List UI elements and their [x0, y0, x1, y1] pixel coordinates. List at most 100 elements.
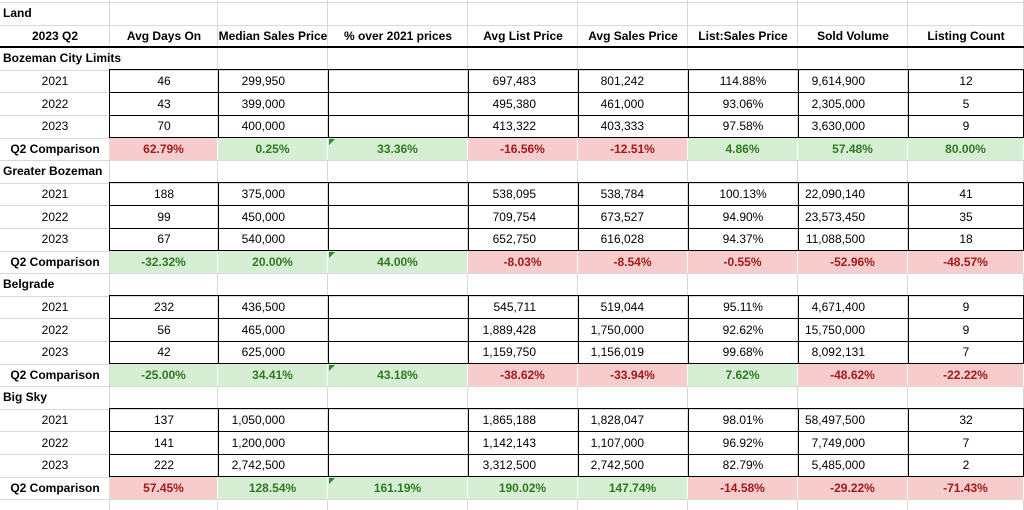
data-cell[interactable]: 92.62% [722, 322, 764, 337]
data-cell[interactable]: 625,000 [241, 345, 285, 360]
data-cell[interactable]: 461,000 [600, 96, 644, 111]
data-cell[interactable]: 4,671,400 [811, 300, 865, 315]
data-cell[interactable]: 232 [153, 300, 175, 315]
comparison-cell-red[interactable]: -29.22% [798, 476, 908, 500]
data-cell[interactable]: 95.11% [723, 300, 763, 315]
year-label[interactable]: 2023 [41, 232, 69, 247]
data-cell[interactable]: 465,000 [241, 322, 285, 337]
comparison-cell-green[interactable]: 20.00% [218, 250, 328, 274]
comparison-cell-green[interactable]: 33.36% [328, 137, 468, 161]
data-cell[interactable]: 82.79% [722, 458, 764, 473]
data-cell[interactable]: 299,950 [241, 74, 285, 89]
comparison-cell-green[interactable]: 161.19% [328, 476, 468, 500]
data-cell[interactable]: 375,000 [241, 187, 285, 202]
data-cell[interactable]: 1,142,143 [482, 435, 536, 450]
data-cell[interactable]: 22,090,140 [804, 187, 865, 202]
data-cell[interactable]: 709,754 [492, 209, 536, 224]
comparison-cell-green[interactable]: 7.62% [688, 363, 798, 387]
comparison-cell-green[interactable]: -32.32% [110, 250, 218, 274]
data-cell[interactable]: 99.68% [722, 345, 764, 360]
comparison-cell-red[interactable]: -33.94% [578, 363, 688, 387]
comparison-cell-red[interactable]: -8.03% [468, 250, 578, 274]
data-cell[interactable]: 1,889,428 [482, 322, 536, 337]
data-cell[interactable]: 100.13% [719, 187, 767, 202]
column-header[interactable]: Median Sales Price [218, 28, 328, 43]
data-cell[interactable]: 1,050,000 [231, 413, 285, 428]
data-cell[interactable]: 697,483 [492, 74, 536, 89]
data-cell[interactable]: 98.01% [722, 413, 764, 428]
year-label[interactable]: 2023 [41, 345, 69, 360]
data-cell[interactable]: 56 [157, 322, 171, 337]
section-title[interactable]: Belgrade [3, 277, 55, 292]
data-cell[interactable]: 5,485,000 [811, 458, 865, 473]
comparison-cell-red[interactable]: -0.55% [688, 250, 798, 274]
data-cell[interactable]: 1,828,047 [590, 413, 644, 428]
period-label[interactable]: 2023 Q2 [31, 28, 79, 43]
data-cell[interactable]: 616,028 [600, 232, 644, 247]
data-cell[interactable]: 2,305,000 [811, 96, 865, 111]
data-cell[interactable]: 222 [153, 458, 175, 473]
data-cell[interactable]: 58,497,500 [804, 413, 865, 428]
comparison-cell-red[interactable]: -16.56% [468, 137, 578, 161]
data-cell[interactable]: 11,088,500 [805, 232, 865, 247]
data-cell[interactable]: 673,527 [600, 209, 644, 224]
data-cell[interactable]: 96.92% [722, 435, 764, 450]
data-cell[interactable]: 2,742,500 [590, 458, 644, 473]
comparison-cell-green[interactable]: 44.00% [328, 250, 468, 274]
column-header[interactable]: % over 2021 prices [343, 28, 453, 43]
data-cell[interactable] [328, 228, 468, 251]
data-cell[interactable]: 436,500 [241, 300, 285, 315]
data-cell[interactable]: 495,380 [492, 96, 536, 111]
data-cell[interactable]: 12 [959, 74, 973, 89]
data-cell[interactable] [328, 296, 468, 319]
data-cell[interactable]: 42 [157, 345, 171, 360]
comparison-cell-green[interactable]: 57.48% [798, 137, 908, 161]
data-cell[interactable]: 540,000 [241, 232, 285, 247]
comparison-label[interactable]: Q2 Comparison [10, 141, 100, 156]
data-cell[interactable] [328, 341, 468, 364]
data-cell[interactable]: 43 [157, 96, 171, 111]
data-cell[interactable] [328, 409, 468, 432]
comparison-cell-green[interactable]: 128.54% [218, 476, 328, 500]
data-cell[interactable]: 32 [959, 413, 973, 428]
comparison-label[interactable]: Q2 Comparison [10, 367, 100, 382]
section-title[interactable]: Bozeman City Limits [3, 51, 122, 66]
data-cell[interactable]: 7,749,000 [811, 435, 865, 450]
data-cell[interactable]: 5 [962, 96, 970, 111]
data-cell[interactable]: 141 [153, 435, 175, 450]
column-header[interactable]: Avg Sales Price [588, 28, 678, 43]
comparison-cell-red[interactable]: 62.79% [110, 137, 218, 161]
data-cell[interactable]: 8,092,131 [811, 345, 865, 360]
data-cell[interactable]: 94.37% [722, 232, 764, 247]
comparison-cell-green[interactable]: 80.00% [908, 137, 1024, 161]
column-header[interactable]: Avg List Price [483, 28, 563, 43]
column-header[interactable]: Listing Count [927, 28, 1005, 43]
data-cell[interactable]: 9 [962, 119, 970, 134]
data-cell[interactable]: 46 [157, 74, 171, 89]
comparison-cell-red[interactable]: -48.57% [908, 250, 1024, 274]
data-cell[interactable]: 97.58% [722, 119, 764, 134]
data-cell[interactable]: 2 [962, 458, 970, 473]
data-cell[interactable]: 7 [962, 345, 970, 360]
data-cell[interactable]: 1,159,750 [482, 345, 536, 360]
comparison-cell-red[interactable]: -48.62% [798, 363, 908, 387]
data-cell[interactable]: 450,000 [241, 209, 285, 224]
comparison-cell-green[interactable]: 147.74% [578, 476, 688, 500]
data-cell[interactable]: 652,750 [492, 232, 536, 247]
data-cell[interactable]: 403,333 [600, 119, 644, 134]
comparison-cell-green[interactable]: -25.00% [110, 363, 218, 387]
data-cell[interactable]: 3,630,000 [811, 119, 865, 134]
data-cell[interactable] [328, 115, 468, 138]
data-cell[interactable] [328, 70, 468, 93]
data-cell[interactable]: 538,784 [600, 187, 644, 202]
data-cell[interactable]: 93.06% [722, 96, 764, 111]
comparison-label[interactable]: Q2 Comparison [10, 480, 100, 495]
data-cell[interactable]: 137 [153, 413, 175, 428]
data-cell[interactable]: 15,750,000 [804, 322, 865, 337]
comparison-cell-red[interactable]: -22.22% [908, 363, 1024, 387]
year-label[interactable]: 2021 [41, 413, 69, 428]
column-header[interactable]: Avg Days On [126, 28, 202, 43]
comparison-cell-green[interactable]: 190.02% [468, 476, 578, 500]
data-cell[interactable]: 1,107,000 [590, 435, 644, 450]
comparison-label[interactable]: Q2 Comparison [10, 254, 100, 269]
